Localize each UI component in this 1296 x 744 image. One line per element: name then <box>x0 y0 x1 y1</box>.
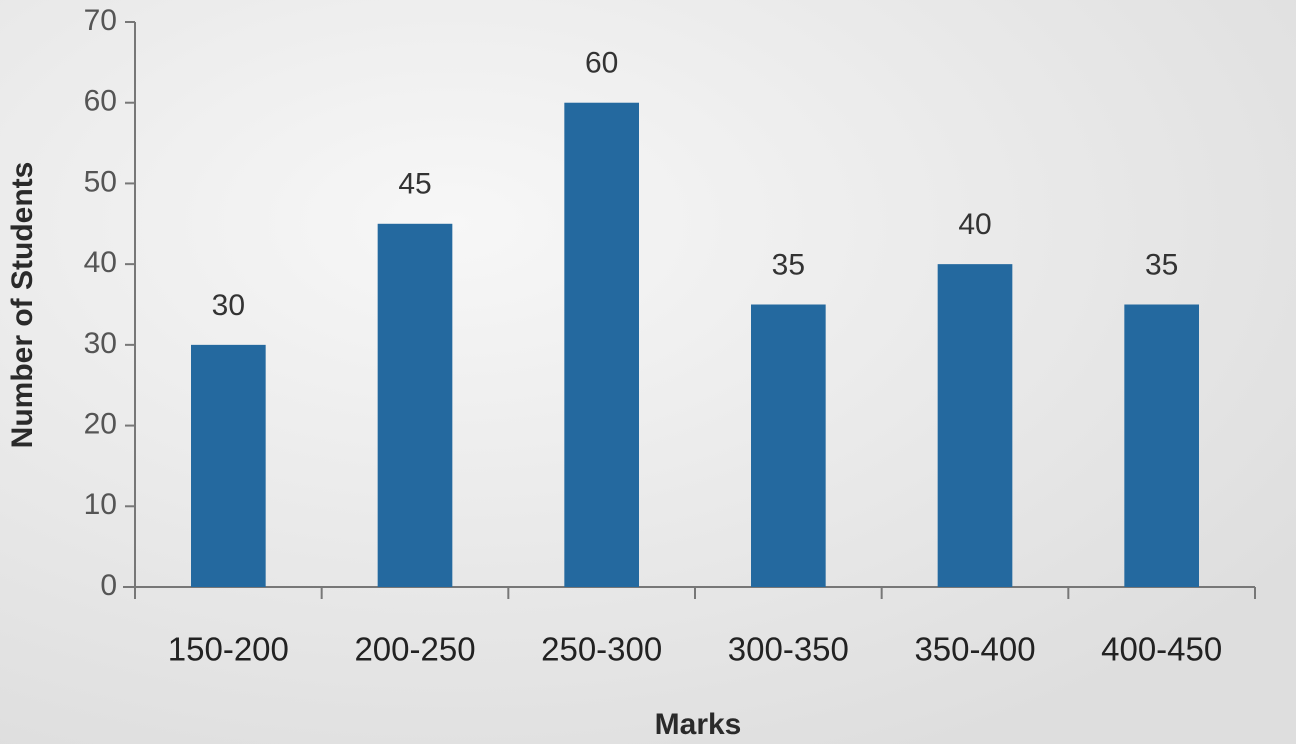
y-tick-label: 20 <box>84 407 117 440</box>
y-tick-label: 30 <box>84 327 117 360</box>
data-label: 35 <box>1145 248 1178 281</box>
bar <box>377 223 453 588</box>
bar <box>751 304 826 587</box>
x-axis-title: Marks <box>655 708 742 741</box>
y-tick-label: 50 <box>84 165 117 198</box>
data-label: 35 <box>772 248 805 281</box>
x-tick-label: 250-300 <box>541 631 662 668</box>
bar <box>1124 304 1199 587</box>
x-tick-label: 150-200 <box>168 631 289 668</box>
y-tick-label: 10 <box>84 488 117 521</box>
data-label: 30 <box>212 289 245 322</box>
bar <box>191 344 266 587</box>
bar <box>937 264 1013 587</box>
data-label: 40 <box>958 208 991 241</box>
x-tick-label: 200-250 <box>354 631 475 668</box>
bar <box>564 102 639 587</box>
x-tick-label: 400-450 <box>1101 631 1222 668</box>
y-tick-label: 0 <box>100 569 117 602</box>
y-tick-label: 70 <box>84 4 117 37</box>
x-tick-label: 300-350 <box>728 631 849 668</box>
data-label: 60 <box>585 47 618 80</box>
y-tick-label: 60 <box>84 85 117 118</box>
x-tick-label: 350-400 <box>914 631 1035 668</box>
y-axis-title: Number of Students <box>6 162 39 449</box>
y-tick-label: 40 <box>84 246 117 279</box>
data-label: 45 <box>398 168 431 201</box>
